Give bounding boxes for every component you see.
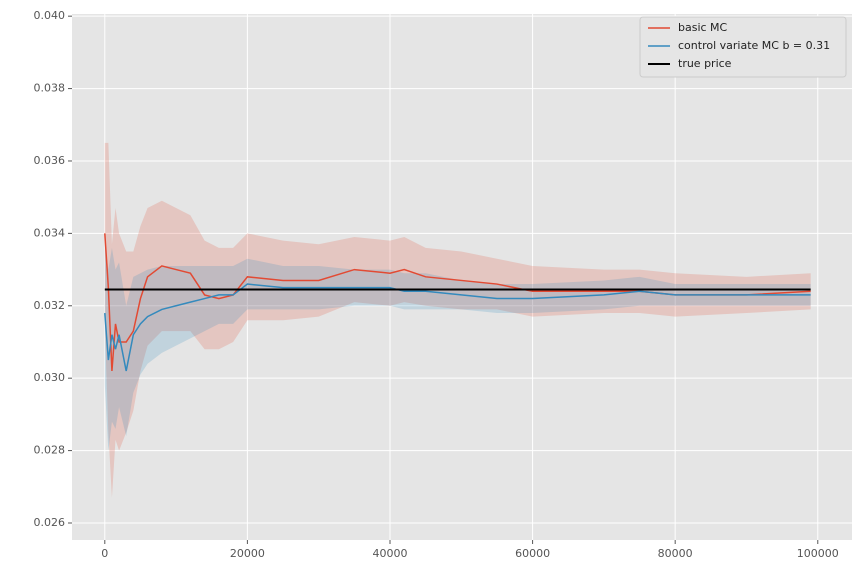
x-tick-label: 40000 [372, 547, 407, 560]
y-tick-label: 0.028 [34, 444, 66, 457]
legend-label: basic MC [678, 21, 728, 34]
x-tick-label: 100000 [797, 547, 839, 560]
y-tick-label: 0.034 [34, 226, 66, 239]
confidence-band [104, 142, 811, 498]
series-line [104, 233, 811, 371]
x-tick-label: 0 [101, 547, 108, 560]
y-tick-label: 0.040 [34, 9, 66, 22]
x-tick-label: 80000 [658, 547, 693, 560]
plot-area [72, 14, 852, 540]
y-tick-label: 0.036 [34, 154, 66, 167]
y-tick-label: 0.032 [34, 299, 66, 312]
y-tick-label: 0.026 [34, 516, 66, 529]
confidence-band [104, 240, 811, 451]
y-tick-label: 0.030 [34, 371, 66, 384]
legend-label: true price [678, 57, 732, 70]
x-tick-label: 60000 [515, 547, 550, 560]
legend-box [639, 16, 847, 78]
y-tick-label: 0.038 [34, 82, 66, 95]
x-tick-label: 20000 [230, 547, 265, 560]
legend: basic MC control variate MC b = 0.31 true … [639, 16, 847, 78]
legend-label: control variate MC b = 0.31 [678, 39, 830, 52]
